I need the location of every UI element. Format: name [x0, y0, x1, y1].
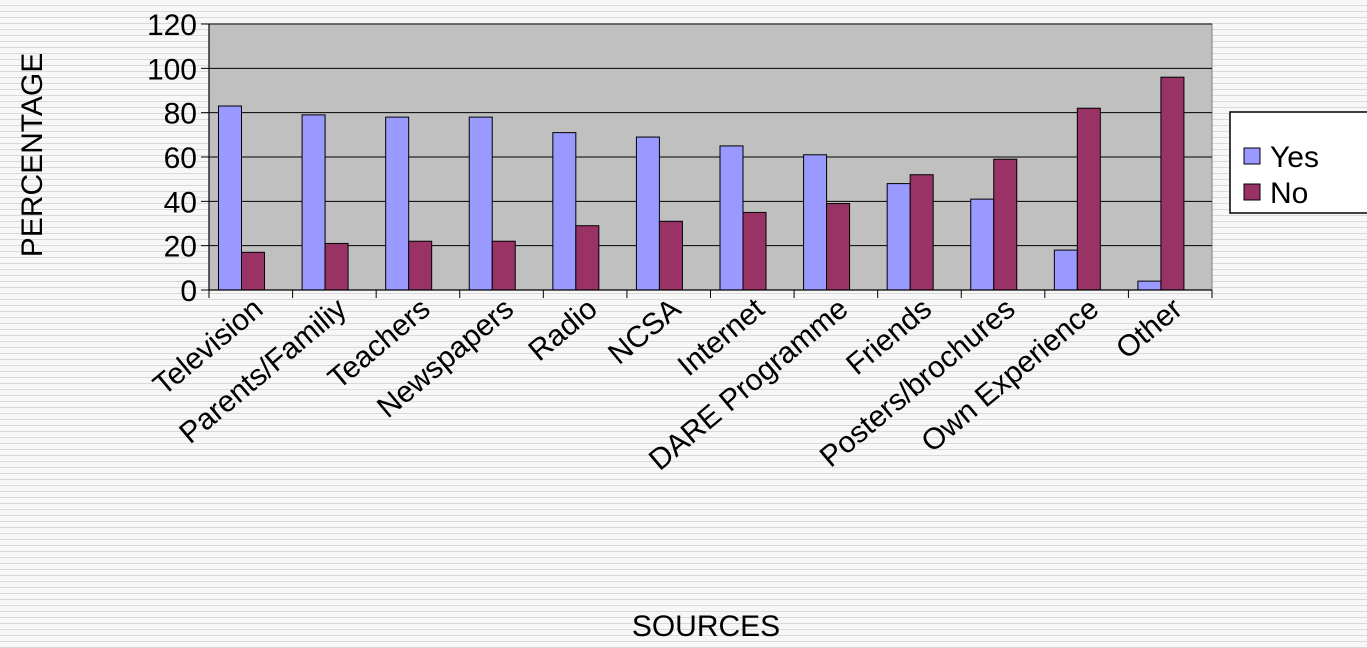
bar-yes-11: [1137, 280, 1162, 291]
bar-no-10: [1076, 107, 1101, 291]
bar-yes-2: [385, 116, 410, 291]
bar-no-5: [658, 220, 683, 291]
y-tick-labels: 0 20 40 60 80 100 120: [147, 9, 197, 308]
bar-no-3: [491, 240, 516, 291]
y-tick-label: 100: [147, 53, 197, 86]
y-tick-label: 80: [164, 98, 197, 131]
bar-yes-6: [719, 145, 744, 291]
legend-label-yes: Yes: [1270, 141, 1319, 174]
gridlines: [209, 23, 1212, 247]
y-tick-label: 20: [164, 231, 197, 264]
y-tick-label: 40: [164, 186, 197, 219]
x-tick-labels: TelevisionParents/FamiliyTeachersNewspap…: [147, 292, 1189, 477]
axes: [201, 23, 1213, 298]
bar-yes-5: [635, 136, 660, 291]
x-tick-label: Other: [1110, 292, 1189, 366]
bar-no-8: [909, 174, 934, 291]
y-axis-title: PERCENTAGE: [16, 53, 49, 257]
bar-yes-4: [552, 132, 577, 291]
bar-no-4: [575, 225, 600, 291]
bar-no-6: [742, 211, 767, 291]
x-axis-title: SOURCES: [632, 610, 780, 643]
bar-no-2: [408, 240, 433, 291]
bar-no-7: [826, 203, 851, 291]
y-tick-label: 120: [147, 9, 197, 42]
bar-yes-0: [218, 105, 242, 291]
bar-no-11: [1160, 76, 1185, 291]
bars: [218, 76, 1185, 291]
legend-label-no: No: [1270, 177, 1308, 210]
bar-yes-8: [886, 183, 911, 291]
bar-no-0: [241, 251, 265, 291]
bar-yes-9: [970, 198, 995, 291]
bar-yes-7: [803, 154, 828, 291]
bar-yes-3: [468, 116, 493, 291]
bar-yes-10: [1053, 249, 1078, 291]
legend-swatch-no: [1243, 183, 1261, 201]
x-tick-label: Radio: [522, 292, 603, 368]
bar-no-1: [324, 242, 349, 291]
bar-no-9: [993, 158, 1018, 291]
legend: Yes No: [1229, 111, 1367, 214]
legend-swatch-yes: [1243, 147, 1261, 165]
y-tick-label: 60: [164, 142, 197, 175]
bar-yes-1: [301, 114, 326, 291]
y-tick-label: 0: [180, 275, 197, 308]
